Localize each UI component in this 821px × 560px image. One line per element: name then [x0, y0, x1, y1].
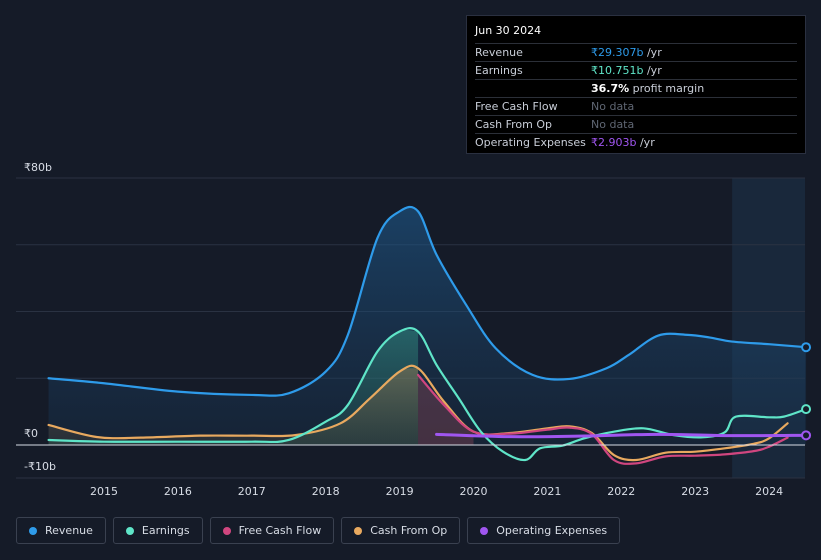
- revenue-area: [48, 206, 807, 445]
- tooltip-row-value: ₹10.751b: [591, 64, 644, 77]
- x-tick-label: 2018: [312, 485, 340, 498]
- tooltip-row-label: Earnings: [475, 64, 523, 77]
- legend-item[interactable]: Cash From Op: [341, 517, 461, 544]
- legend-dot-icon: [480, 526, 489, 535]
- revenue-endpoint: [801, 342, 812, 353]
- operating-expenses-line: [435, 432, 808, 439]
- legend-item[interactable]: Earnings: [112, 517, 203, 544]
- tooltip-row-unit: /yr: [643, 64, 662, 77]
- tooltip-row-unit: profit margin: [629, 82, 705, 95]
- tooltip-row-value: No data: [591, 100, 635, 113]
- tooltip-row-label: Free Cash Flow: [475, 100, 558, 113]
- legend-label: Free Cash Flow: [238, 524, 322, 537]
- tooltip-row-label: [475, 80, 591, 97]
- legend-dot-icon: [222, 526, 231, 535]
- tooltip-row: Earnings ₹10.751b /yr: [475, 61, 797, 79]
- legend-label: Earnings: [141, 524, 190, 537]
- tooltip-row-unit: /yr: [636, 136, 655, 149]
- legend-label: Cash From Op: [370, 524, 448, 537]
- x-tick-label: 2022: [607, 485, 635, 498]
- y-tick-label: ₹80b: [24, 161, 52, 174]
- tooltip-row: Cash From Op No data: [475, 115, 797, 133]
- legend-item[interactable]: Revenue: [16, 517, 106, 544]
- x-tick-label: 2021: [533, 485, 561, 498]
- tooltip-row-label: Operating Expenses: [475, 136, 586, 149]
- axis-layer: ₹80b ₹0 -₹10b 2015 2016 2017 2018 2019 2020 2021 2…: [16, 161, 805, 498]
- area-layer: [48, 206, 807, 445]
- tooltip-rows: Revenue ₹29.307b /yr Earnings ₹10.751b /yr 3…: [475, 43, 797, 151]
- x-tick-label: 2019: [386, 485, 414, 498]
- x-tick-label: 2016: [164, 485, 192, 498]
- tooltip-row-label: Revenue: [475, 46, 523, 59]
- legend-item[interactable]: Free Cash Flow: [209, 517, 335, 544]
- legend-dot-icon: [125, 526, 134, 535]
- x-tick-label: 2023: [681, 485, 709, 498]
- cash-from-op-area: [48, 368, 419, 445]
- tooltip-row-label: Cash From Op: [475, 118, 553, 131]
- x-tick-label: 2015: [90, 485, 118, 498]
- tooltip-row: Operating Expenses ₹2.903b /yr: [475, 133, 797, 151]
- tooltip-row-value: ₹2.903b: [591, 136, 637, 149]
- tooltip-row-unit: /yr: [643, 46, 662, 59]
- tooltip-panel: Jun 30 2024 Revenue ₹29.307b /yr Earnings ₹…: [466, 15, 806, 154]
- legend-dot-icon: [29, 526, 37, 535]
- operating-expenses-endpoint: [801, 430, 812, 441]
- tooltip-row-value: ₹29.307b: [591, 46, 644, 59]
- tooltip-row-value: 36.7%: [591, 82, 630, 95]
- legend-label: Operating Expenses: [496, 524, 608, 537]
- legend-item[interactable]: Operating Expenses: [467, 517, 621, 544]
- earnings-endpoint: [801, 404, 812, 415]
- legend-dot-icon: [354, 526, 363, 535]
- line-layer: [47, 205, 812, 465]
- tooltip-row: Revenue ₹29.307b /yr: [475, 43, 797, 61]
- tooltip-date: Jun 30 2024: [475, 24, 542, 37]
- legend: Revenue Earnings Free Cash Flow Cash From O…: [16, 517, 621, 546]
- x-tick-label: 2017: [238, 485, 266, 498]
- revenue-line: [47, 205, 808, 397]
- x-tick-label: 2020: [460, 485, 488, 498]
- legend-label: Revenue: [45, 524, 93, 537]
- y-tick-label: ₹0: [24, 427, 38, 440]
- x-tick-label: 2024: [755, 485, 783, 498]
- y-tick-label: -₹10b: [24, 460, 56, 473]
- tooltip-row: 36.7% profit margin: [475, 79, 797, 97]
- tooltip-row: Free Cash Flow No data: [475, 97, 797, 115]
- tooltip-row-value: No data: [591, 118, 635, 131]
